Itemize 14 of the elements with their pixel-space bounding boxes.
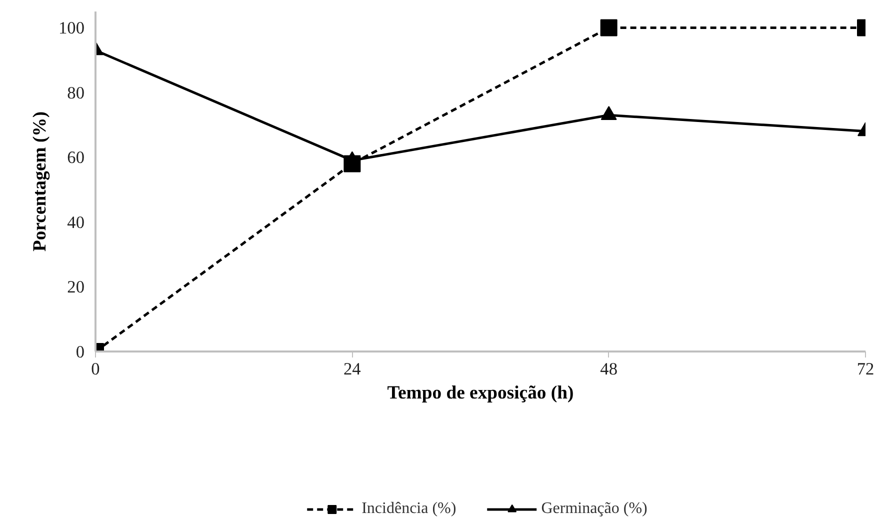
y-tick-label: 20 bbox=[67, 278, 84, 297]
x-tick-label: 0 bbox=[91, 360, 100, 378]
x-tick-label: 48 bbox=[600, 360, 618, 378]
y-tick-label: 40 bbox=[67, 212, 84, 232]
legend-label: Germinação (%) bbox=[541, 500, 648, 518]
x-tick-label: 72 bbox=[856, 360, 874, 378]
x-axis-title: Tempo de exposição (h) bbox=[387, 382, 574, 404]
legend-label: Incidência (%) bbox=[362, 500, 456, 518]
y-axis-title: Porcentagem (%) bbox=[30, 111, 51, 252]
y-tick-label: 80 bbox=[67, 83, 84, 102]
y-tick-label: 0 bbox=[76, 342, 85, 362]
y-tick-label: 100 bbox=[58, 18, 85, 38]
y-tick-label: 60 bbox=[67, 148, 84, 168]
x-tick-label: 24 bbox=[344, 360, 362, 378]
